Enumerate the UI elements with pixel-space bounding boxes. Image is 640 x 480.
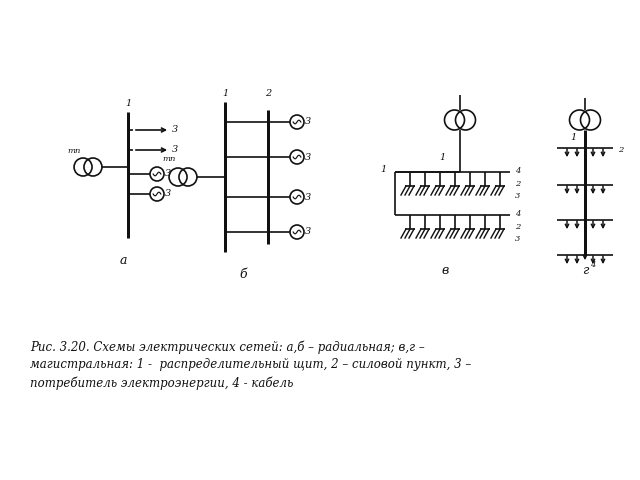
Text: 3: 3 bbox=[305, 153, 311, 161]
Text: 3: 3 bbox=[165, 169, 171, 179]
Text: потребитель электроэнергии, 4 - кабель: потребитель электроэнергии, 4 - кабель bbox=[30, 376, 293, 389]
Text: а: а bbox=[119, 253, 127, 266]
Text: 2: 2 bbox=[265, 89, 271, 98]
Text: Рис. 3.20. Схемы электрических сетей: а,б – радиальная; в,г –: Рис. 3.20. Схемы электрических сетей: а,… bbox=[30, 340, 425, 353]
Text: 4: 4 bbox=[515, 210, 520, 218]
Text: 2: 2 bbox=[515, 180, 520, 188]
Text: 3: 3 bbox=[305, 118, 311, 127]
Text: 3: 3 bbox=[165, 190, 171, 199]
Text: 3: 3 bbox=[305, 192, 311, 202]
Text: 1: 1 bbox=[439, 154, 445, 163]
Text: 2: 2 bbox=[515, 223, 520, 231]
Text: 3: 3 bbox=[515, 192, 520, 200]
Text: 1: 1 bbox=[125, 99, 131, 108]
Text: б: б bbox=[239, 267, 247, 280]
Text: 1: 1 bbox=[222, 89, 228, 98]
Text: в: в bbox=[442, 264, 449, 276]
Text: 4: 4 bbox=[515, 167, 520, 175]
Text: магистральная: 1 -  распределительный щит, 2 – силовой пункт, 3 –: магистральная: 1 - распределительный щит… bbox=[30, 358, 471, 371]
Text: 4: 4 bbox=[590, 261, 595, 269]
Text: г: г bbox=[582, 264, 588, 276]
Text: 1: 1 bbox=[380, 166, 386, 175]
Text: 3: 3 bbox=[172, 145, 178, 155]
Text: 2: 2 bbox=[618, 146, 623, 154]
Text: 3: 3 bbox=[515, 235, 520, 243]
Text: 1: 1 bbox=[570, 133, 576, 143]
Text: тп: тп bbox=[67, 147, 81, 155]
Text: 3: 3 bbox=[305, 228, 311, 237]
Text: 3: 3 bbox=[172, 125, 178, 134]
Text: тп: тп bbox=[163, 155, 176, 163]
